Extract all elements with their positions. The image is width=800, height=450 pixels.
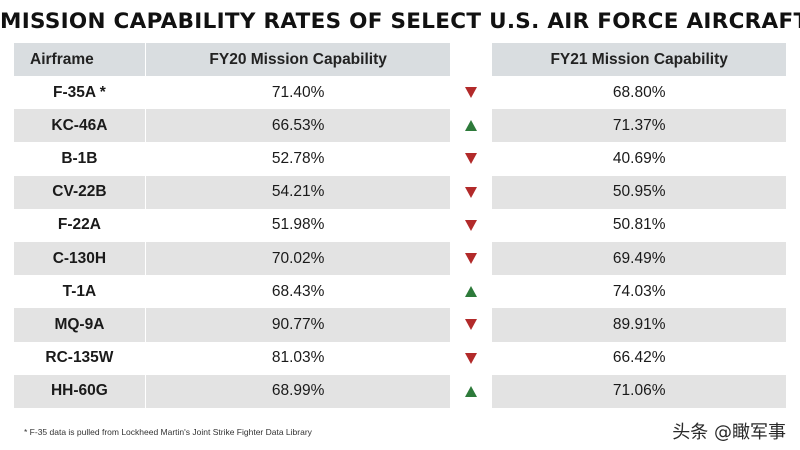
- fy21-cell: 66.42%: [612, 349, 666, 367]
- header-trend-spacer: [450, 43, 493, 76]
- airframe-cell: CV-22B: [52, 183, 107, 201]
- trend-cell: [450, 208, 493, 242]
- capability-table: Airframe FY20 Mission Capability FY21 Mi…: [14, 43, 786, 408]
- airframe-cell: F-35A *: [53, 83, 106, 101]
- trend-cell: [450, 76, 493, 110]
- trend-cell: [450, 308, 493, 342]
- fy21-cell: 50.81%: [612, 216, 666, 234]
- column-divider: [144, 175, 146, 209]
- column-divider: [144, 275, 146, 309]
- table-row: F-22A 51.98% 50.81%: [14, 208, 786, 242]
- airframe-cell: F-22A: [57, 216, 101, 234]
- fy20-cell: 90.77%: [271, 315, 325, 333]
- footnote: * F-35 data is pulled from Lockheed Mart…: [24, 427, 312, 437]
- airframe-cell: KC-46A: [51, 116, 108, 134]
- airframe-cell: RC-135W: [45, 349, 114, 367]
- fy21-cell: 71.06%: [612, 382, 666, 400]
- airframe-cell: MQ-9A: [54, 315, 105, 333]
- fy21-cell: 50.95%: [612, 183, 666, 201]
- table-row: MQ-9A 90.77% 89.91%: [14, 308, 786, 342]
- trend-cell: [450, 142, 493, 176]
- fy20-cell: 51.98%: [271, 216, 325, 234]
- fy21-cell: 68.80%: [612, 83, 666, 101]
- column-divider: [144, 142, 146, 176]
- fy21-cell: 69.49%: [612, 249, 666, 267]
- fy21-cell: 74.03%: [612, 282, 666, 300]
- column-divider: [144, 208, 146, 242]
- page-title: MISSION CAPABILITY RATES OF SELECT U.S. …: [0, 9, 800, 34]
- column-divider: [144, 43, 146, 76]
- triangle-down-icon: [465, 186, 478, 198]
- table-row: T-1A 68.43% 74.03%: [14, 275, 786, 309]
- table-row: F-35A * 71.40% 68.80%: [14, 76, 786, 110]
- airframe-cell: B-1B: [61, 149, 98, 167]
- fy20-cell: 68.43%: [271, 282, 325, 300]
- fy20-cell: 68.99%: [271, 382, 325, 400]
- column-divider: [144, 341, 146, 375]
- triangle-down-icon: [465, 219, 478, 231]
- trend-cell: [450, 275, 493, 309]
- fy20-cell: 54.21%: [271, 183, 325, 201]
- fy20-cell: 70.02%: [271, 249, 325, 267]
- table-row: RC-135W 81.03% 66.42%: [14, 341, 786, 375]
- trend-cell: [450, 241, 493, 276]
- triangle-down-icon: [465, 87, 478, 99]
- airframe-cell: T-1A: [62, 282, 97, 300]
- table-body: F-35A * 71.40% 68.80% KC-46A 66.53% 71.37% B-1…: [14, 76, 786, 408]
- table-row: C-130H 70.02% 69.49%: [14, 241, 786, 276]
- column-divider: [144, 109, 146, 143]
- airframe-cell: C-130H: [52, 249, 107, 267]
- fy20-cell: 52.78%: [271, 149, 325, 167]
- table-row: B-1B 52.78% 40.69%: [14, 142, 786, 176]
- header-fy21: FY21 Mission Capability: [550, 50, 728, 68]
- header-airframe: Airframe: [30, 50, 94, 68]
- fy20-cell: 81.03%: [271, 349, 325, 367]
- table-row: HH-60G 68.99% 71.06%: [14, 374, 786, 408]
- triangle-down-icon: [465, 153, 478, 165]
- column-divider: [144, 76, 146, 110]
- trend-cell: [450, 109, 493, 143]
- trend-cell: [450, 374, 493, 408]
- table-row: KC-46A 66.53% 71.37%: [14, 109, 786, 143]
- column-divider: [144, 308, 146, 342]
- header-fy20: FY20 Mission Capability: [209, 50, 387, 68]
- triangle-up-icon: [465, 286, 478, 298]
- column-divider: [144, 374, 146, 408]
- column-divider: [144, 241, 146, 276]
- triangle-down-icon: [465, 253, 478, 265]
- trend-cell: [450, 175, 493, 209]
- trend-cell: [450, 341, 493, 375]
- fy20-cell: 71.40%: [271, 83, 325, 101]
- triangle-down-icon: [465, 352, 478, 364]
- triangle-up-icon: [465, 120, 478, 132]
- triangle-up-icon: [465, 385, 478, 397]
- watermark: 头条 @瞰军事: [672, 422, 786, 443]
- fy21-cell: 40.69%: [612, 149, 666, 167]
- fy21-cell: 89.91%: [612, 315, 666, 333]
- table-row: CV-22B 54.21% 50.95%: [14, 175, 786, 209]
- fy20-cell: 66.53%: [271, 116, 325, 134]
- airframe-cell: HH-60G: [50, 382, 108, 400]
- table-header-row: Airframe FY20 Mission Capability FY21 Mi…: [14, 43, 786, 76]
- triangle-down-icon: [465, 319, 478, 331]
- fy21-cell: 71.37%: [612, 116, 666, 134]
